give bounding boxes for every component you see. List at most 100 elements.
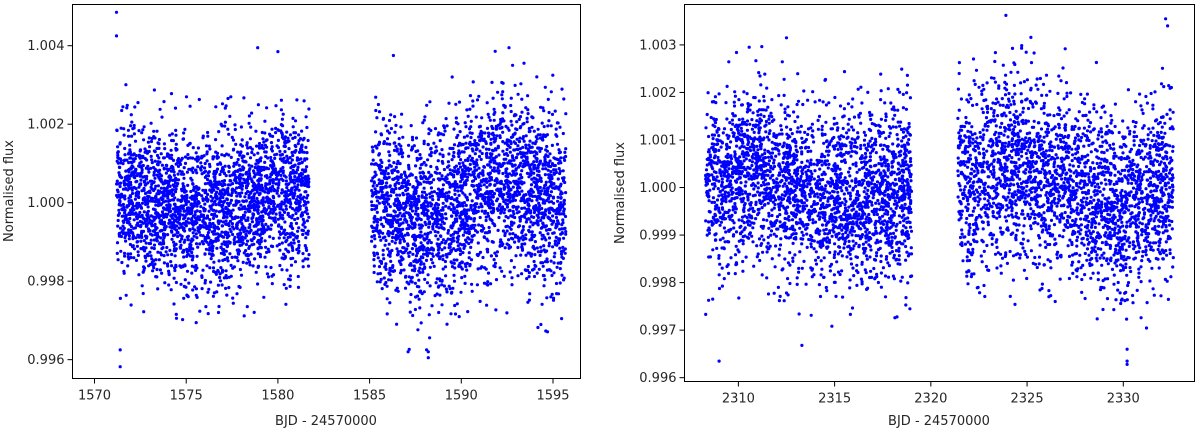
data-point — [276, 186, 280, 190]
data-point — [286, 211, 290, 215]
data-point — [167, 180, 171, 184]
data-point — [287, 182, 291, 186]
data-point — [499, 238, 503, 242]
data-point — [157, 192, 161, 196]
data-point — [422, 186, 426, 190]
data-point — [485, 303, 489, 307]
data-point — [436, 197, 441, 202]
data-point — [182, 166, 186, 170]
data-point — [468, 107, 472, 111]
data-point — [222, 179, 227, 183]
data-point — [411, 234, 415, 238]
data-point — [464, 210, 468, 214]
data-point — [407, 254, 411, 258]
data-point — [469, 245, 473, 249]
data-point — [252, 171, 256, 175]
data-point — [521, 137, 525, 141]
data-point — [505, 224, 510, 228]
data-point — [542, 244, 546, 248]
data-point — [373, 237, 377, 241]
data-point — [232, 238, 236, 242]
data-point — [174, 176, 178, 180]
data-point — [256, 172, 260, 176]
data-point — [143, 183, 147, 187]
data-point — [524, 210, 528, 215]
data-point — [227, 153, 231, 157]
data-point — [203, 252, 207, 256]
data-point — [437, 226, 441, 230]
data-point — [196, 201, 200, 206]
data-point — [429, 257, 433, 262]
data-point — [246, 207, 250, 211]
data-point — [511, 205, 515, 209]
data-point — [239, 125, 243, 129]
data-point — [458, 252, 462, 256]
data-point — [213, 172, 217, 176]
data-point — [222, 250, 226, 254]
data-point — [501, 81, 505, 85]
data-point — [471, 149, 475, 153]
data-point — [263, 119, 267, 123]
data-point — [153, 159, 157, 163]
data-point — [542, 125, 546, 129]
data-point — [414, 176, 418, 180]
data-point — [537, 169, 541, 173]
data-point — [528, 292, 532, 296]
data-point — [169, 229, 174, 233]
data-point — [279, 216, 283, 220]
data-point — [415, 284, 419, 289]
data-point — [174, 280, 178, 285]
data-point — [492, 140, 496, 144]
data-point — [477, 94, 481, 98]
data-point — [212, 200, 216, 204]
data-point — [281, 178, 285, 183]
data-point — [170, 252, 174, 257]
data-point — [227, 275, 231, 279]
data-point — [200, 172, 204, 176]
data-point — [230, 222, 234, 226]
data-point — [217, 234, 222, 238]
data-point — [420, 234, 424, 238]
data-point — [532, 171, 536, 175]
data-point — [212, 260, 216, 264]
data-point — [435, 165, 439, 169]
data-point — [204, 197, 208, 201]
data-point — [268, 181, 272, 185]
data-point — [123, 211, 127, 215]
data-point — [252, 186, 256, 190]
data-point — [128, 143, 132, 147]
data-point — [539, 105, 543, 109]
data-point — [206, 134, 210, 138]
data-point — [178, 239, 182, 244]
data-point — [240, 222, 244, 226]
data-point — [428, 153, 432, 157]
data-point — [292, 131, 296, 135]
data-point — [240, 227, 244, 231]
data-point — [486, 247, 490, 252]
data-point — [538, 231, 542, 235]
data-point — [182, 248, 186, 252]
data-point — [227, 286, 231, 290]
data-point — [546, 215, 550, 219]
data-point — [187, 281, 191, 285]
data-point — [237, 237, 241, 241]
data-point — [247, 231, 251, 235]
data-point — [393, 141, 397, 145]
data-point — [441, 154, 445, 159]
data-point — [536, 164, 540, 168]
data-point — [260, 143, 264, 148]
data-point — [514, 168, 518, 172]
data-point — [236, 252, 241, 256]
data-point — [229, 263, 233, 267]
data-point — [488, 152, 493, 156]
data-point — [115, 128, 119, 133]
data-point — [526, 108, 530, 112]
data-point — [199, 233, 203, 237]
data-point — [503, 246, 507, 250]
data-point — [228, 227, 232, 231]
data-point — [152, 238, 156, 242]
data-point — [286, 136, 290, 140]
data-point — [190, 258, 194, 262]
data-point — [539, 226, 544, 230]
